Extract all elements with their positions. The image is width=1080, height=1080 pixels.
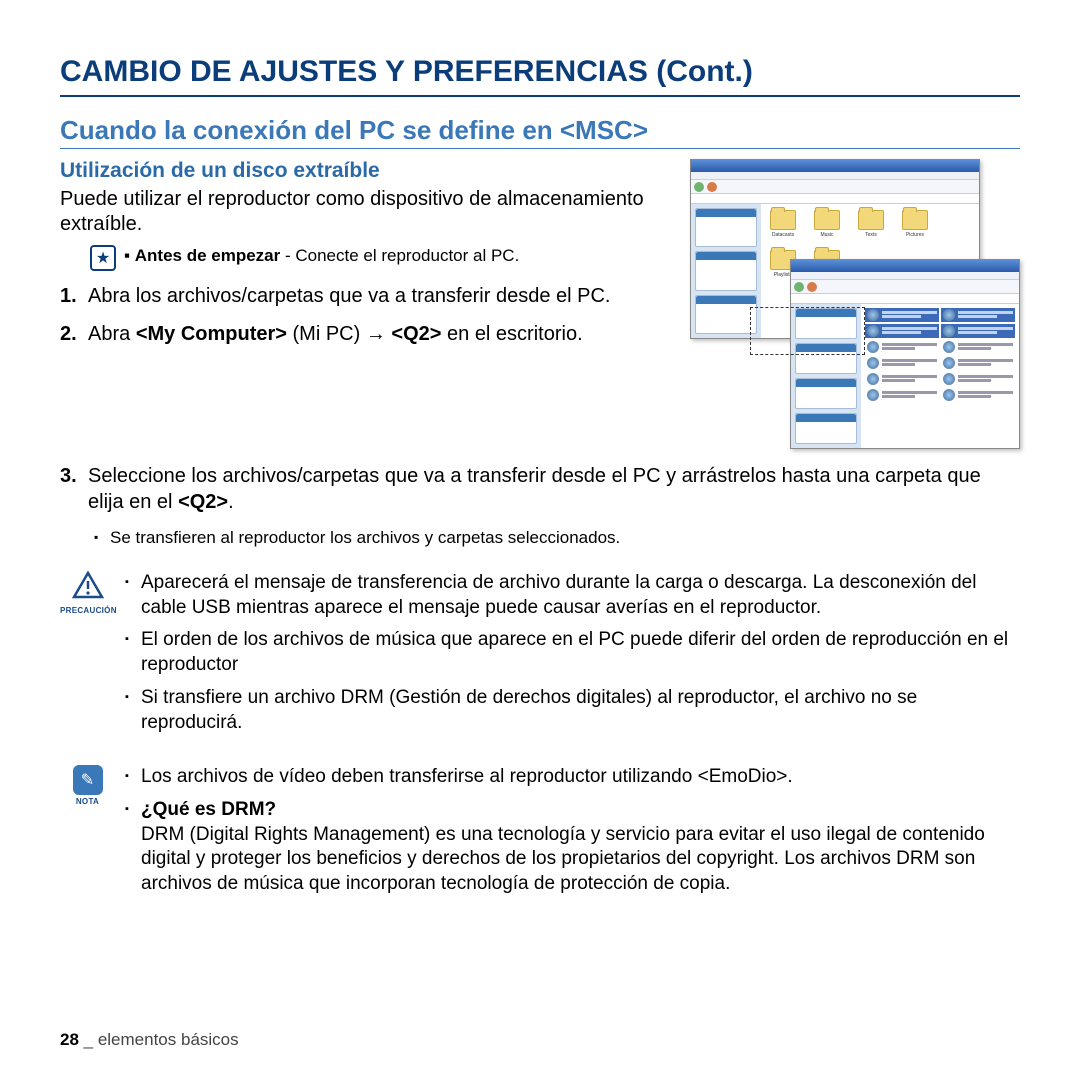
before-rest: - Conecte el reproductor al PC. [280, 246, 519, 265]
step3-c: . [228, 491, 234, 513]
side-panel [791, 304, 861, 448]
titlebar [691, 160, 979, 172]
step-2: Abra <My Computer> (Mi PC) → <Q2> en el … [60, 321, 680, 347]
caution-icon [72, 571, 104, 599]
track-item [941, 388, 1015, 402]
tracks-area [861, 304, 1019, 448]
step2-d: <Q2> [391, 323, 441, 345]
caution-bullet-1: Aparecerá el mensaje de transferencia de… [125, 571, 1020, 620]
step2-b: <My Computer> [136, 323, 287, 345]
folder-item: Pictures [899, 210, 931, 238]
track-item [941, 340, 1015, 354]
subtitle-rule [60, 148, 1020, 149]
caution-bullet-3: Si transfiere un archivo DRM (Gestión de… [125, 686, 1020, 735]
step-1: Abra los archivos/carpetas que va a tran… [60, 283, 680, 309]
before-start-row: ★ ▪ Antes de empezar - Conecte el reprod… [90, 245, 680, 271]
title-rule [60, 95, 1020, 97]
note-label: NOTA [60, 797, 115, 806]
track-item [941, 372, 1015, 386]
menubar [791, 272, 1019, 280]
section-heading: Utilización de un disco extraíble [60, 159, 680, 183]
track-item [865, 308, 939, 322]
intro-text: Puede utilizar el reproductor como dispo… [60, 187, 680, 237]
screenshots: DatacastsMusicTextsPicturesPlaylistsVide… [690, 159, 1020, 459]
toolbar [691, 180, 979, 194]
note-desc: DRM (Digital Rights Management) es una t… [141, 824, 985, 894]
track-item [865, 372, 939, 386]
before-bold: Antes de empezar [135, 246, 281, 265]
track-item [941, 356, 1015, 370]
note-icon: ✎ [73, 765, 103, 795]
address-bar [691, 194, 979, 204]
page-footer: 28 _ elementos básicos [60, 1030, 239, 1050]
subtitle: Cuando la conexión del PC se define en <… [60, 115, 1020, 146]
titlebar [791, 260, 1019, 272]
side-panel [691, 204, 761, 338]
menubar [691, 172, 979, 180]
note-question: ¿Qué es DRM? [141, 799, 276, 820]
folder-item: Datacasts [767, 210, 799, 238]
step2-c: (Mi PC) → [287, 323, 391, 345]
address-bar [791, 294, 1019, 304]
caution-label: PRECAUCIÓN [60, 606, 115, 615]
step2-a: Abra [88, 323, 136, 345]
steps-list-cont: Seleccione los archivos/carpetas que va … [60, 463, 1020, 515]
track-item [865, 324, 939, 338]
steps-list: Abra los archivos/carpetas que va a tran… [60, 283, 680, 347]
footer-label: elementos básicos [98, 1030, 239, 1049]
before-start-text: ▪ Antes de empezar - Conecte el reproduc… [124, 245, 519, 267]
note-callout: ✎ NOTA Los archivos de vídeo deben trans… [60, 765, 1020, 904]
page-title: CAMBIO DE AJUSTES Y PREFERENCIAS (Cont.) [60, 55, 1020, 89]
track-item [865, 356, 939, 370]
note-bullet-1: Los archivos de vídeo deben transferirse… [125, 765, 1020, 790]
caution-callout: PRECAUCIÓN Aparecerá el mensaje de trans… [60, 571, 1020, 743]
caution-bullet-2: El orden de los archivos de música que a… [125, 628, 1020, 677]
folder-item: Music [811, 210, 843, 238]
folder-item: Texts [855, 210, 887, 238]
step-3: Seleccione los archivos/carpetas que va … [60, 463, 1020, 515]
star-icon: ★ [90, 245, 116, 271]
toolbar [791, 280, 1019, 294]
track-item [865, 388, 939, 402]
step3-sub-bullet: Se transfieren al reproductor los archiv… [60, 527, 1020, 549]
page-number: 28 [60, 1030, 79, 1049]
note-bullet-q: ¿Qué es DRM? DRM (Digital Rights Managem… [125, 798, 1020, 897]
step2-e: en el escritorio. [441, 323, 582, 345]
track-item [865, 340, 939, 354]
explorer-window-front [790, 259, 1020, 449]
footer-sep: _ [79, 1030, 98, 1049]
track-item [941, 308, 1015, 322]
track-item [941, 324, 1015, 338]
step3-b: <Q2> [178, 491, 228, 513]
